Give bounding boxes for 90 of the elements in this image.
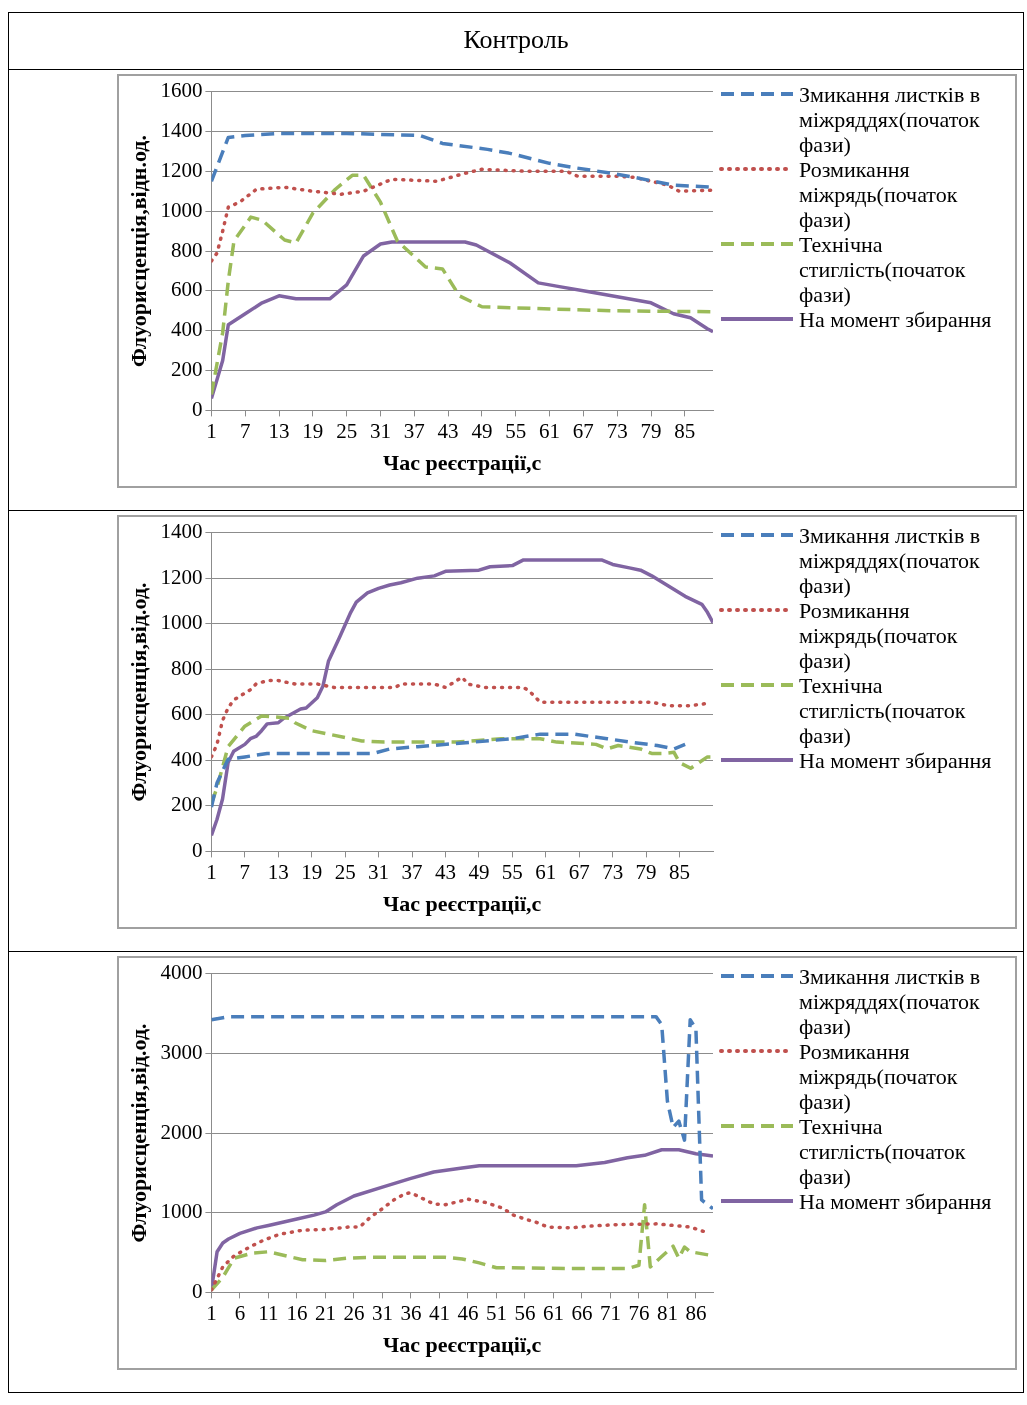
x-tick-label: 16 [286,1300,308,1325]
legend-label: Змикання листків в міжряддях(початок фази) [799,523,982,598]
y-tick-label: 1600 [160,78,203,103]
x-tick-label: 67 [572,418,594,443]
y-tick-label: 0 [191,396,203,421]
x-tick-label: 25 [334,859,356,884]
x-tick-label: 79 [635,859,657,884]
x-tick-label: 73 [606,418,628,443]
y-tick-label: 2000 [160,1119,203,1144]
y-tick-label: 400 [170,746,203,771]
x-tick-label: 49 [468,859,490,884]
legend-label: Розмикання міжрядь(початок фази) [799,598,959,673]
y-tick-label: 1000 [160,197,203,222]
x-tick-label: 7 [239,859,251,884]
x-tick-label: 13 [267,859,289,884]
x-tick-label: 66 [571,1300,593,1325]
x-tick-label: 19 [302,418,324,443]
x-tick-label: 73 [602,859,624,884]
x-axis-title: Час реєстрації,с [383,1332,542,1358]
legend-label: На момент збирання [799,1189,992,1214]
y-tick-label: 4000 [160,960,203,985]
y-tick-label: 1200 [160,157,203,182]
x-tick-label: 31 [369,418,391,443]
x-tick-label: 51 [485,1300,507,1325]
x-tick-label: 76 [628,1300,650,1325]
x-tick-label: 31 [368,859,390,884]
y-axis-title: Флуорисценція,відн.од. [125,135,151,367]
legend-label: Розмикання міжрядь(початок фази) [799,1039,959,1114]
legend-label: Змикання листків в міжряддях(початок фази) [799,82,982,157]
x-tick-label: 86 [685,1300,707,1325]
y-axis-title: Флуорисценція,від.од. [125,1023,151,1243]
x-tick-label: 61 [539,418,561,443]
y-tick-label: 200 [170,357,203,382]
x-axis-title: Час реєстрації,с [383,891,542,917]
x-tick-label: 25 [336,418,358,443]
legend-label: Технічна стиглість(початок фази) [799,1114,967,1189]
y-tick-label: 1400 [160,117,203,142]
x-tick-label: 71 [599,1300,621,1325]
x-tick-label: 41 [428,1300,450,1325]
y-tick-label: 1000 [160,610,203,635]
legend-label: На момент збирання [799,748,992,773]
y-tick-label: 0 [191,837,203,862]
x-tick-label: 21 [314,1300,336,1325]
x-tick-label: 1 [206,418,217,443]
x-tick-label: 26 [343,1300,365,1325]
x-axis-title: Час реєстрації,с [383,450,542,476]
x-tick-label: 19 [301,859,323,884]
x-tick-label: 46 [457,1300,479,1325]
y-tick-label: 200 [170,792,203,817]
x-tick-label: 61 [535,859,557,884]
x-tick-label: 31 [371,1300,393,1325]
x-tick-label: 85 [669,859,691,884]
x-tick-label: 49 [471,418,493,443]
x-tick-label: 36 [400,1300,422,1325]
x-tick-label: 7 [239,418,251,443]
y-axis-title: Флуорисценція,від.од. [125,582,151,802]
y-tick-label: 3000 [160,1039,203,1064]
x-tick-label: 43 [434,859,456,884]
x-tick-label: 37 [403,418,425,443]
legend-label: Технічна стиглість(початок фази) [799,673,967,748]
x-tick-label: 37 [401,859,423,884]
legend-label: Технічна стиглість(початок фази) [799,232,967,307]
x-tick-label: 13 [268,418,290,443]
x-tick-label: 43 [437,418,459,443]
y-tick-label: 800 [170,237,203,262]
x-tick-label: 61 [542,1300,564,1325]
x-tick-label: 6 [234,1300,246,1325]
legend-label: На момент збирання [799,307,992,332]
x-tick-label: 55 [505,418,527,443]
y-tick-label: 1000 [160,1199,203,1224]
legend-label: Розмикання міжрядь(початок фази) [799,157,959,232]
y-tick-label: 0 [191,1278,203,1303]
x-tick-label: 67 [568,859,590,884]
x-tick-label: 56 [514,1300,536,1325]
y-tick-label: 800 [170,655,203,680]
legend-label: Змикання листків в міжряддях(початок фази) [799,964,982,1039]
x-tick-label: 55 [501,859,523,884]
x-tick-label: 85 [674,418,696,443]
x-tick-label: 79 [640,418,662,443]
y-tick-label: 600 [170,277,203,302]
x-tick-label: 81 [656,1300,678,1325]
y-tick-label: 1200 [160,564,203,589]
x-tick-label: 11 [258,1300,279,1325]
y-tick-label: 600 [170,701,203,726]
chart-title: Контроль [9,13,1023,70]
line-series [211,732,687,809]
y-tick-label: 1400 [160,519,203,544]
y-tick-label: 400 [170,317,203,342]
x-tick-label: 1 [206,1300,217,1325]
x-tick-label: 1 [206,859,217,884]
